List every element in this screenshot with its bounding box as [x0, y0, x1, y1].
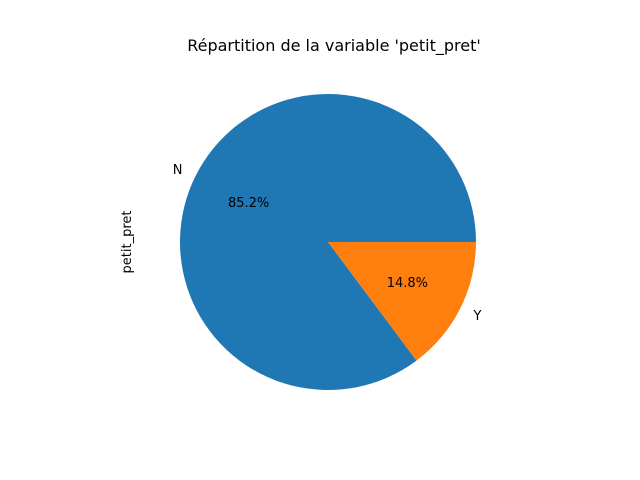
pie-category-label: Y: [473, 309, 482, 324]
chart-title: Répartition de la variable 'petit_pret': [187, 36, 481, 56]
pie-slices: [179, 94, 476, 391]
pie-labels: N 85.2% Y 14.8%: [173, 163, 482, 324]
pie-percent-label: 85.2%: [228, 196, 269, 211]
y-axis-label: petit_pret: [120, 211, 135, 274]
pie-slice-y: [328, 242, 476, 361]
pie-percent-label: 14.8%: [387, 276, 428, 291]
pie-slice-n: [179, 94, 476, 391]
pie-category-label: N: [173, 163, 183, 178]
